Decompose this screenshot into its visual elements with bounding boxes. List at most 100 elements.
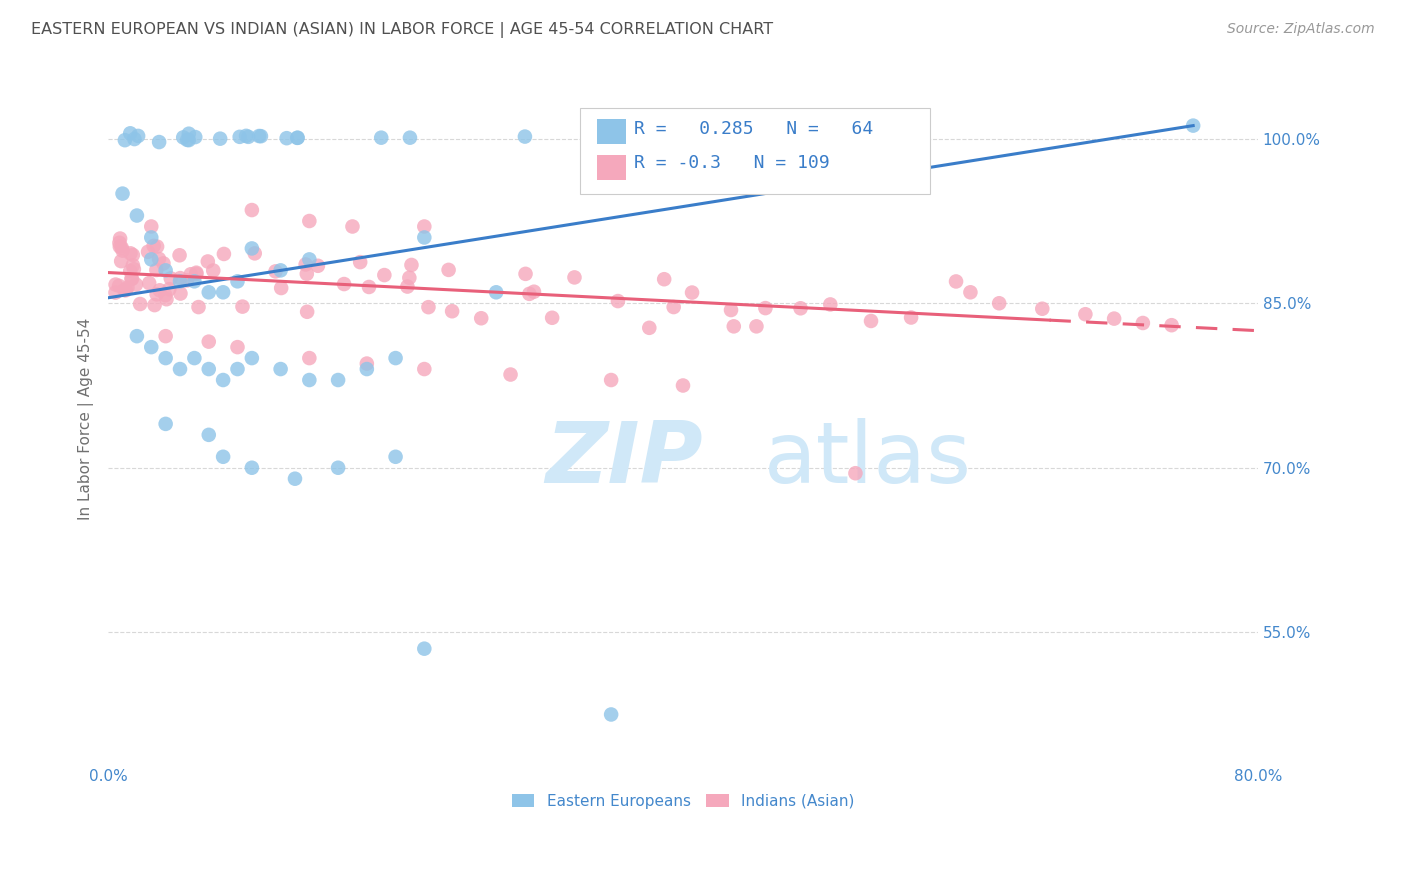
Point <box>202 263 225 277</box>
Point <box>231 300 253 314</box>
Point <box>104 277 127 292</box>
Text: atlas: atlas <box>763 418 972 501</box>
Point <box>212 285 235 300</box>
Point <box>294 257 316 271</box>
Point <box>240 202 263 217</box>
Point <box>298 373 321 387</box>
Point <box>519 286 541 301</box>
Point <box>1182 119 1205 133</box>
Point <box>681 285 703 300</box>
Point <box>104 285 127 300</box>
Point <box>176 273 198 287</box>
Point <box>499 368 522 382</box>
Point <box>945 275 967 289</box>
Point <box>120 264 142 278</box>
Point <box>142 239 165 253</box>
Point <box>226 362 249 376</box>
Point <box>155 417 177 431</box>
Point <box>356 357 378 371</box>
Point <box>326 460 349 475</box>
Point <box>1132 316 1154 330</box>
Text: Source: ZipAtlas.com: Source: ZipAtlas.com <box>1227 22 1375 37</box>
Point <box>326 373 349 387</box>
Point <box>606 294 628 309</box>
Point <box>145 287 167 301</box>
FancyBboxPatch shape <box>579 108 931 194</box>
Point <box>672 378 695 392</box>
Point <box>186 266 208 280</box>
Point <box>114 283 136 297</box>
Point <box>177 127 200 141</box>
Point <box>600 373 623 387</box>
Point <box>108 239 131 253</box>
Point <box>108 278 131 293</box>
Point <box>513 129 536 144</box>
Point <box>187 300 209 314</box>
Point <box>111 241 134 255</box>
Point <box>384 450 406 464</box>
Point <box>515 267 537 281</box>
Point <box>295 267 318 281</box>
Bar <box>596 155 626 180</box>
Point <box>523 285 546 299</box>
Point <box>149 283 172 297</box>
Point <box>638 321 661 335</box>
Point <box>662 300 685 314</box>
Point <box>125 329 148 343</box>
Point <box>226 340 249 354</box>
Point <box>228 129 250 144</box>
Point <box>197 334 219 349</box>
Point <box>120 126 142 140</box>
Point <box>401 258 423 272</box>
Point <box>541 310 564 325</box>
Text: EASTERN EUROPEAN VS INDIAN (ASIAN) IN LABOR FORCE | AGE 45-54 CORRELATION CHART: EASTERN EUROPEAN VS INDIAN (ASIAN) IN LA… <box>31 22 773 38</box>
Point <box>120 272 142 286</box>
Bar <box>596 120 626 145</box>
Point <box>295 305 318 319</box>
Point <box>860 314 883 328</box>
Point <box>184 130 207 145</box>
Point <box>307 259 329 273</box>
Point <box>122 262 145 277</box>
Point <box>357 280 380 294</box>
Point <box>370 130 392 145</box>
Point <box>270 281 292 295</box>
Point <box>264 264 287 278</box>
Point <box>169 271 191 285</box>
Point <box>212 247 235 261</box>
Text: R =   0.285   N =   64: R = 0.285 N = 64 <box>634 120 873 138</box>
Point <box>155 292 177 306</box>
Point <box>959 285 981 300</box>
Point <box>238 129 260 144</box>
Point <box>270 362 292 376</box>
Point <box>136 244 159 259</box>
Point <box>108 235 131 250</box>
Point <box>276 131 298 145</box>
Point <box>226 274 249 288</box>
Point <box>121 248 143 262</box>
Point <box>183 274 205 288</box>
Text: ZIP: ZIP <box>546 418 703 501</box>
Point <box>235 128 257 143</box>
Point <box>197 362 219 376</box>
Point <box>284 472 307 486</box>
Point <box>270 263 292 277</box>
Point <box>564 270 586 285</box>
Point <box>247 129 270 144</box>
Point <box>745 319 768 334</box>
Point <box>418 300 440 314</box>
Point <box>413 641 436 656</box>
Point <box>169 248 191 262</box>
Point <box>186 267 208 281</box>
Point <box>485 285 508 300</box>
Point <box>399 130 422 145</box>
Text: R = -0.3   N = 109: R = -0.3 N = 109 <box>634 153 830 172</box>
Point <box>111 244 134 258</box>
Point <box>470 311 492 326</box>
Point <box>243 246 266 260</box>
Point <box>396 279 419 293</box>
Point <box>209 131 232 145</box>
Point <box>146 239 169 253</box>
Point <box>820 297 842 311</box>
Legend: Eastern Europeans, Indians (Asian): Eastern Europeans, Indians (Asian) <box>505 788 860 815</box>
